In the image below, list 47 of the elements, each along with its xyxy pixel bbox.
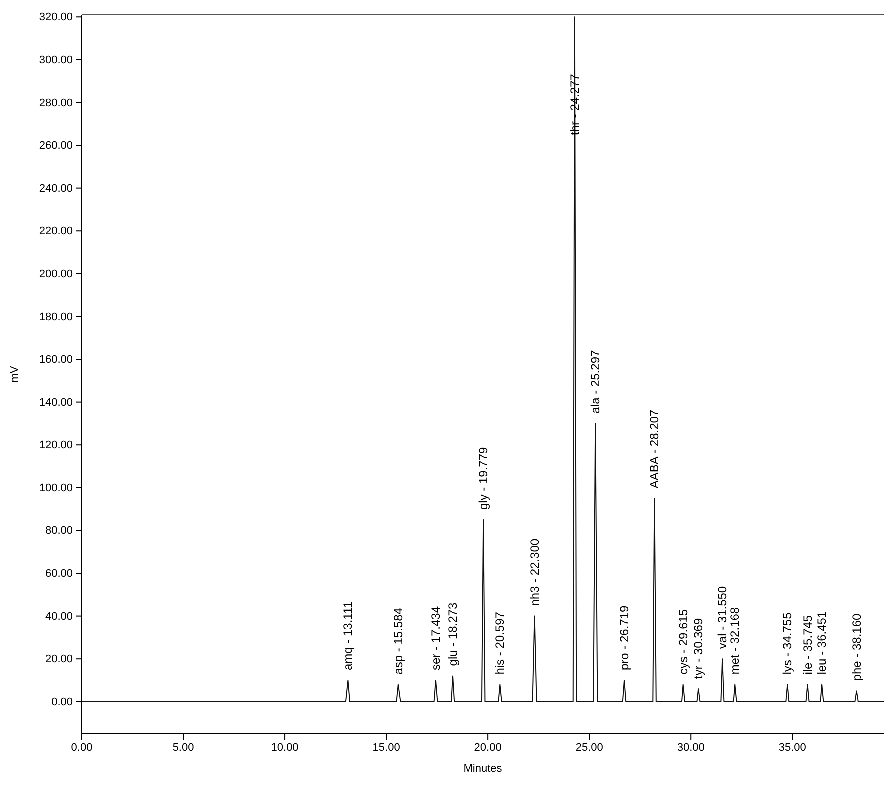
y-tick-label: 280.00 [39, 97, 73, 110]
y-tick-label: 320.00 [39, 12, 73, 24]
y-tick-label: 220.00 [39, 226, 73, 238]
y-tick-label: 200.00 [39, 268, 73, 280]
x-tick-label: 25.00 [576, 742, 604, 754]
x-tick-label: 5.00 [172, 742, 194, 754]
annotation: glu - 18.273 [446, 602, 460, 666]
x-tick-label: 10.00 [271, 742, 299, 754]
annotation: ala - 25.297 [588, 350, 603, 414]
y-tick-label: 300.00 [39, 54, 73, 66]
y-tick-label: 240.00 [39, 182, 73, 195]
annotation: pro - 26.719 [617, 605, 632, 671]
annotation: lys - 34.755 [780, 612, 795, 675]
annotation: nh3 - 22.300 [528, 538, 542, 606]
annotation: val - 31.550 [716, 586, 730, 650]
annotation: phe - 38.160 [850, 613, 864, 682]
x-tick-label: 15.00 [372, 742, 400, 754]
x-tick-label: 30.00 [677, 742, 705, 754]
annotation: his - 20.597 [493, 612, 508, 675]
annotation: gly - 19.779 [476, 446, 491, 510]
annotation: cys - 29.615 [676, 609, 690, 675]
y-tick-label: 0.00 [52, 696, 73, 708]
y-tick-label: 160.00 [39, 354, 73, 366]
annotation: asp - 15.584 [391, 608, 406, 675]
x-tick-label: 0.00 [71, 742, 93, 754]
x-axis-title: Minutes [464, 763, 503, 775]
annotation: tyr - 30.369 [692, 618, 706, 680]
y-tick-label: 80.00 [45, 525, 73, 538]
annotation: ser - 17.434 [428, 606, 443, 671]
x-tick-label: 35.00 [778, 742, 806, 754]
y-axis-title: mV [9, 366, 21, 383]
x-tick-label: 20.00 [474, 742, 502, 754]
y-tick-label: 120.00 [39, 440, 73, 452]
line-series [82, 16, 884, 702]
y-tick-label: 20.00 [45, 654, 73, 666]
y-tick-label: 60.00 [45, 568, 73, 580]
annotation: met - 32.168 [728, 607, 742, 675]
y-tick-label: 140.00 [39, 396, 73, 409]
annotation: thr - 24.277 [568, 74, 582, 136]
y-tick-label: 40.00 [45, 610, 73, 623]
annotation: amq - 13.111 [341, 601, 356, 671]
annotation: AABA - 28.207 [648, 410, 662, 489]
y-tick-label: 180.00 [39, 311, 73, 324]
annotation: ile - 35.745 [800, 615, 815, 675]
y-tick-label: 100.00 [39, 482, 73, 494]
y-tick-label: 260.00 [39, 140, 73, 152]
annotation: leu - 36.451 [815, 611, 830, 675]
